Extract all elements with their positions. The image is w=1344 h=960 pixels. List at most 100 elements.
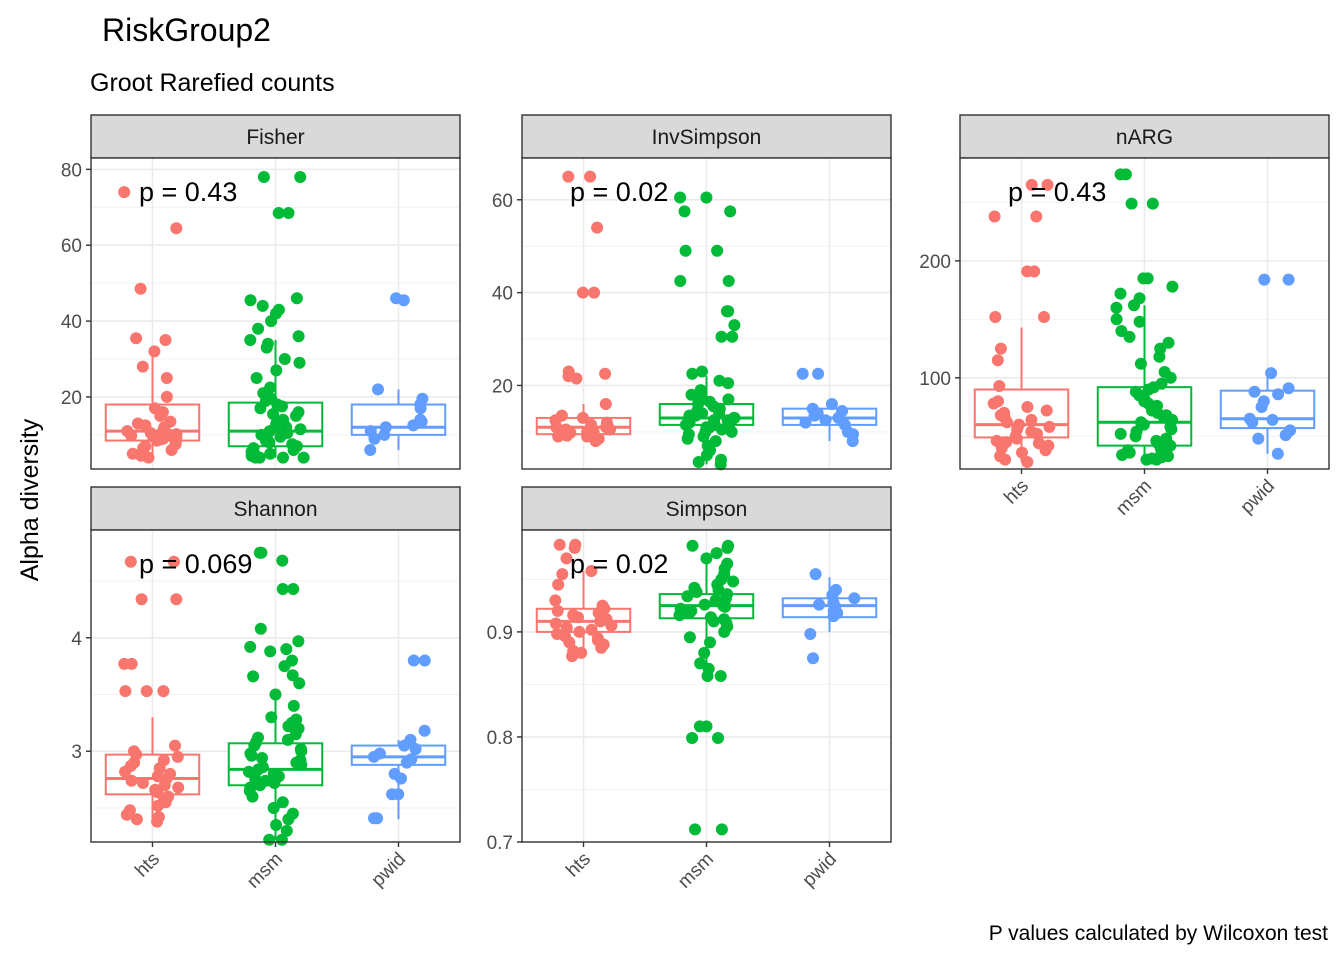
data-point [272, 207, 285, 219]
points-pwid [367, 654, 431, 825]
data-point [988, 210, 1001, 223]
data-point [549, 594, 562, 607]
data-point [119, 685, 132, 698]
data-point [137, 777, 149, 789]
facet-strip-label: nARG [1116, 126, 1173, 149]
data-point [812, 367, 825, 380]
data-point [286, 669, 299, 682]
data-point [1258, 273, 1271, 286]
data-point [1129, 430, 1142, 443]
y-tick-label: 40 [61, 312, 82, 333]
points-hts [549, 538, 618, 663]
x-tick-label: hts [562, 849, 595, 882]
caption: P values calculated by Wilcoxon test [989, 922, 1328, 945]
data-point [1110, 301, 1123, 314]
data-point [1162, 336, 1175, 349]
data-point [1110, 313, 1123, 326]
data-point [550, 421, 563, 434]
data-point [686, 367, 699, 380]
data-point [726, 330, 739, 343]
data-point [1030, 210, 1043, 223]
data-point [556, 568, 569, 581]
data-point [119, 765, 132, 778]
data-point [368, 812, 380, 825]
data-point [292, 635, 305, 648]
y-axis-label: Alpha diversity [16, 418, 44, 581]
x-tick-label: hts [1000, 476, 1033, 509]
data-point [130, 813, 143, 826]
data-point [1142, 383, 1155, 396]
points-pwid [796, 367, 859, 448]
data-point [280, 824, 293, 837]
data-point [256, 752, 268, 764]
facet-fisher: Fisher 20 40 60 80 p = 0.43 [61, 114, 461, 470]
data-point [599, 398, 612, 410]
data-point [679, 418, 692, 431]
data-point [414, 402, 427, 415]
data-point [700, 720, 713, 733]
data-point [799, 416, 812, 429]
x-tick-label: msm [243, 849, 287, 893]
y-tick-label: 60 [492, 191, 513, 212]
x-tick-label: pwid [368, 849, 410, 891]
data-point [252, 763, 265, 776]
data-point [392, 788, 405, 801]
data-point [728, 319, 741, 332]
data-point [809, 568, 822, 581]
x-tick-label: msm [1112, 476, 1156, 520]
data-point [685, 388, 698, 401]
data-point [293, 677, 306, 690]
data-point [160, 390, 173, 403]
data-point [1282, 273, 1295, 286]
data-point [700, 449, 713, 462]
data-point [260, 341, 273, 354]
data-point [991, 354, 1004, 367]
data-point [264, 447, 277, 460]
data-point [1038, 311, 1050, 323]
data-point [715, 823, 728, 836]
data-point [263, 436, 276, 449]
data-point [700, 191, 713, 204]
data-point [398, 739, 411, 752]
y-tick-label: 3 [71, 742, 82, 763]
data-point [698, 646, 711, 659]
data-point [151, 815, 164, 828]
data-point [562, 170, 575, 183]
p-value-label: p = 0.02 [570, 177, 668, 207]
data-point [1114, 168, 1127, 181]
data-point [712, 732, 724, 744]
data-point [683, 607, 696, 619]
points-hts [549, 170, 616, 448]
data-point [290, 292, 303, 305]
data-point [135, 593, 148, 606]
data-point [159, 334, 172, 346]
points-msm [673, 539, 740, 836]
data-point [722, 275, 735, 287]
data-point [287, 583, 300, 595]
data-point [576, 286, 589, 299]
data-point [561, 429, 573, 442]
data-point [278, 660, 291, 673]
data-point [1123, 330, 1136, 343]
points-pwid [364, 292, 429, 456]
data-point [257, 171, 270, 183]
data-point [1010, 432, 1023, 445]
data-point [679, 244, 692, 257]
y-tick-label: 0.7 [487, 833, 513, 854]
chart-title: RiskGroup2 [102, 12, 271, 48]
data-point [585, 623, 598, 636]
data-point [254, 622, 267, 635]
data-point [244, 294, 257, 307]
data-point [690, 586, 703, 598]
data-point [721, 541, 734, 554]
data-point [297, 451, 310, 464]
data-point [280, 643, 293, 656]
data-point [1164, 371, 1177, 384]
data-point [1114, 287, 1127, 300]
data-point [1025, 413, 1038, 426]
data-point [409, 743, 422, 755]
y-tick-label: 20 [492, 376, 513, 397]
data-point [246, 790, 259, 803]
facet-shannon: Shannon 3 4 p = 0.069 hts msm pwid [71, 486, 461, 893]
data-point [418, 724, 431, 737]
